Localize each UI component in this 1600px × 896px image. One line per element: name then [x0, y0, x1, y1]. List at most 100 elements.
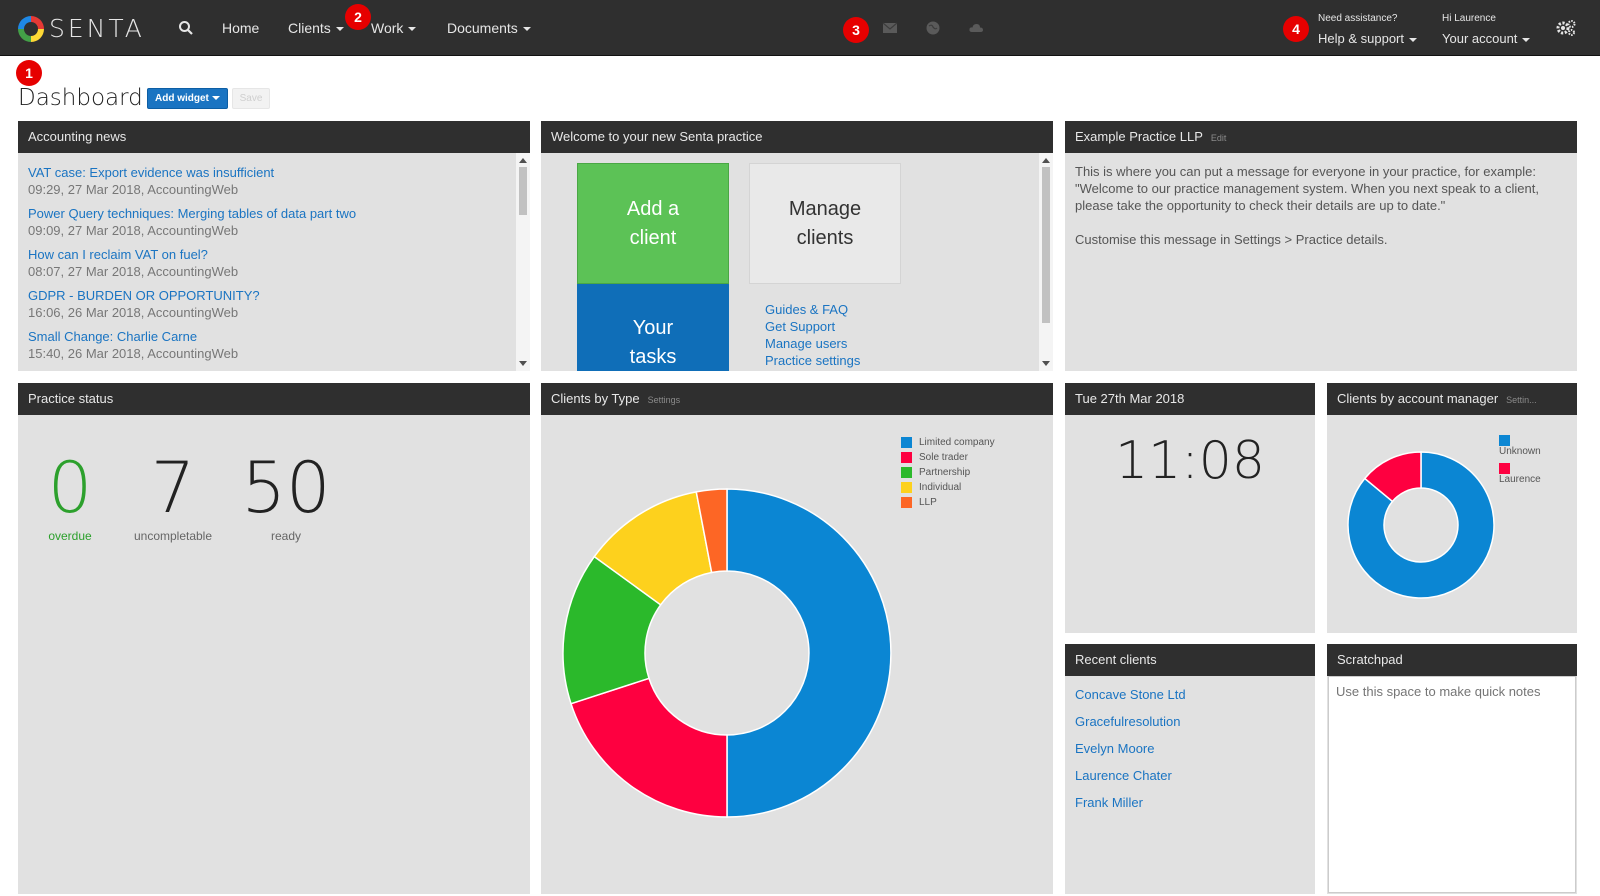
- tile-line: Manage: [788, 197, 862, 220]
- account-manager-body: Unknown Laurence: [1327, 415, 1577, 633]
- widget-title: Example Practice LLP: [1075, 129, 1203, 144]
- help-hint-text: Need assistance?: [1318, 13, 1398, 24]
- widget-header[interactable]: Tue 27th Mar 2018: [1065, 383, 1315, 415]
- widget-header[interactable]: Accounting news: [18, 121, 530, 153]
- news-headline-link[interactable]: VAT case: Export evidence was insufficie…: [28, 165, 275, 180]
- widget-title: Accounting news: [28, 129, 127, 144]
- widget-header[interactable]: Example Practice LLP Edit: [1065, 121, 1577, 153]
- scroll-up-arrow[interactable]: [1042, 158, 1050, 163]
- legend-item[interactable]: LLP: [901, 495, 995, 510]
- recent-client-link[interactable]: Frank Miller: [1075, 795, 1143, 810]
- donut-slice-llp[interactable]: [695, 488, 728, 574]
- recent-clients-list: Concave Stone Ltd Gracefulresolution Eve…: [1075, 686, 1186, 821]
- widget-title: Clients by Type: [551, 391, 640, 406]
- legend-item[interactable]: Limited company: [901, 435, 995, 450]
- legend-swatch: [901, 437, 912, 448]
- greeting-text: Hi Laurence: [1442, 13, 1496, 24]
- scratchpad-textarea[interactable]: [1328, 676, 1576, 893]
- widget-title: Practice status: [28, 391, 114, 406]
- widget-header[interactable]: Clients by account manager Settin...: [1327, 383, 1577, 415]
- clock-body: 11:08: [1065, 415, 1315, 633]
- legend-swatch: [901, 482, 912, 493]
- news-headline-link[interactable]: Power Query techniques: Merging tables o…: [28, 206, 357, 221]
- widget-header[interactable]: Scratchpad: [1327, 644, 1577, 676]
- welcome-body: Add a client Manage clients Your tasks Guid…: [541, 153, 1053, 371]
- recent-client-link[interactable]: Evelyn Moore: [1075, 741, 1155, 756]
- news-meta: 09:29, 27 Mar 2018, AccountingWeb: [28, 182, 239, 197]
- chevron-down-icon: [335, 27, 344, 32]
- page-title: Dashboard: [18, 85, 143, 111]
- date-clock-widget: Tue 27th Mar 2018 11:08: [1065, 383, 1315, 633]
- settings-link[interactable]: Settin...: [1506, 395, 1537, 405]
- nav-home[interactable]: Home: [222, 20, 259, 36]
- widget-header[interactable]: Recent clients: [1065, 644, 1315, 676]
- donut-slice-laurence[interactable]: [1363, 451, 1422, 503]
- nav-documents[interactable]: Documents: [447, 20, 531, 36]
- practice-status-widget: Practice status 0 overdue 7 uncompletabl…: [18, 383, 530, 894]
- get-support-link[interactable]: Get Support: [765, 319, 836, 334]
- scroll-down-arrow[interactable]: [1042, 361, 1050, 366]
- settings-link[interactable]: Settings: [647, 395, 681, 405]
- callout-badge-4: 4: [1283, 16, 1309, 42]
- legend-item[interactable]: Laurence: [1499, 463, 1541, 491]
- tile-line: clients: [796, 226, 854, 249]
- scroll-up-arrow[interactable]: [519, 158, 527, 163]
- add-client-tile[interactable]: Add a client: [577, 163, 729, 284]
- help-support-menu[interactable]: Help & support: [1318, 31, 1417, 46]
- scrollbar[interactable]: [1039, 153, 1053, 371]
- news-headline-link[interactable]: GDPR - BURDEN OR OPPORTUNITY?: [28, 288, 260, 303]
- brand-name: SENTA: [49, 14, 145, 43]
- account-menu[interactable]: Your account: [1442, 31, 1531, 46]
- news-item: VAT case: Export evidence was insufficie…: [28, 165, 530, 206]
- legend-swatch: [901, 467, 912, 478]
- practice-settings-link[interactable]: Practice settings: [765, 353, 861, 368]
- accounting-news-widget: Accounting news VAT case: Export evidenc…: [18, 121, 530, 371]
- legend-label: Individual: [919, 482, 962, 493]
- chevron-down-icon: [1409, 37, 1417, 42]
- nav-clients[interactable]: Clients: [288, 20, 344, 36]
- widget-header[interactable]: Clients by Type Settings: [541, 383, 1053, 415]
- scroll-thumb[interactable]: [519, 167, 527, 215]
- tile-line: client: [629, 226, 677, 249]
- manage-users-link[interactable]: Manage users: [765, 336, 848, 351]
- legend-item[interactable]: Sole trader: [901, 450, 995, 465]
- stat-uncompletable[interactable]: 7 uncompletable: [118, 453, 228, 543]
- news-item: Small Change: Charlie Carne 15:40, 26 Mar…: [28, 329, 530, 370]
- donut-slice-limited-company[interactable]: [726, 488, 892, 818]
- news-headline-link[interactable]: Small Change: Charlie Carne: [28, 329, 198, 344]
- news-headline-link[interactable]: How can I reclaim VAT on fuel?: [28, 247, 208, 262]
- recent-client-link[interactable]: Gracefulresolution: [1075, 714, 1181, 729]
- envelope-icon[interactable]: [882, 21, 898, 35]
- save-button[interactable]: Save: [232, 88, 270, 109]
- chevron-down-icon: [1522, 37, 1531, 42]
- legend-item[interactable]: Unknown: [1499, 435, 1541, 463]
- scrollbar[interactable]: [516, 153, 530, 371]
- globe-icon[interactable]: [925, 21, 941, 35]
- legend-item[interactable]: Partnership: [901, 465, 995, 480]
- your-tasks-tile[interactable]: Your tasks: [577, 284, 729, 371]
- senta-logo[interactable]: SENTA: [18, 14, 145, 43]
- nav-work[interactable]: Work: [371, 20, 417, 36]
- stat-value: 0: [47, 447, 93, 529]
- recent-client-link[interactable]: Laurence Chater: [1075, 768, 1172, 783]
- message-paragraph: Customise this message in Settings > Pra…: [1075, 232, 1388, 247]
- stat-ready[interactable]: 50 ready: [236, 453, 336, 543]
- guides-faq-link[interactable]: Guides & FAQ: [765, 302, 849, 317]
- news-list: VAT case: Export evidence was insufficie…: [18, 153, 530, 371]
- donut-slice-unknown[interactable]: [1347, 451, 1495, 599]
- cloud-icon[interactable]: [968, 21, 984, 35]
- widget-header[interactable]: Welcome to your new Senta practice: [541, 121, 1053, 153]
- add-widget-button[interactable]: Add widget: [147, 88, 228, 109]
- search-icon[interactable]: [178, 20, 194, 36]
- manage-clients-tile[interactable]: Manage clients: [749, 163, 901, 284]
- widget-header[interactable]: Practice status: [18, 383, 530, 415]
- scroll-thumb[interactable]: [1042, 167, 1050, 323]
- stat-overdue[interactable]: 0 overdue: [40, 453, 100, 543]
- recent-client-link[interactable]: Concave Stone Ltd: [1075, 687, 1186, 702]
- legend-item[interactable]: Individual: [901, 480, 995, 495]
- scroll-down-arrow[interactable]: [519, 361, 527, 366]
- donut-slice-sole-trader[interactable]: [570, 677, 728, 818]
- stat-label: ready: [270, 529, 302, 543]
- edit-link[interactable]: Edit: [1210, 133, 1227, 143]
- gears-icon[interactable]: [1556, 19, 1576, 37]
